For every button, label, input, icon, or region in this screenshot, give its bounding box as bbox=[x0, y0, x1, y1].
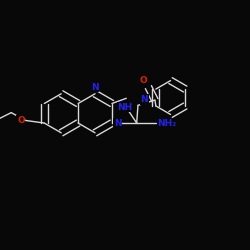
Text: N: N bbox=[114, 118, 122, 128]
Text: NH₂: NH₂ bbox=[158, 118, 177, 128]
Text: O: O bbox=[139, 76, 147, 85]
Text: N: N bbox=[91, 83, 99, 92]
Text: O: O bbox=[17, 116, 25, 125]
Text: NH: NH bbox=[117, 103, 132, 112]
Text: N: N bbox=[140, 95, 148, 104]
